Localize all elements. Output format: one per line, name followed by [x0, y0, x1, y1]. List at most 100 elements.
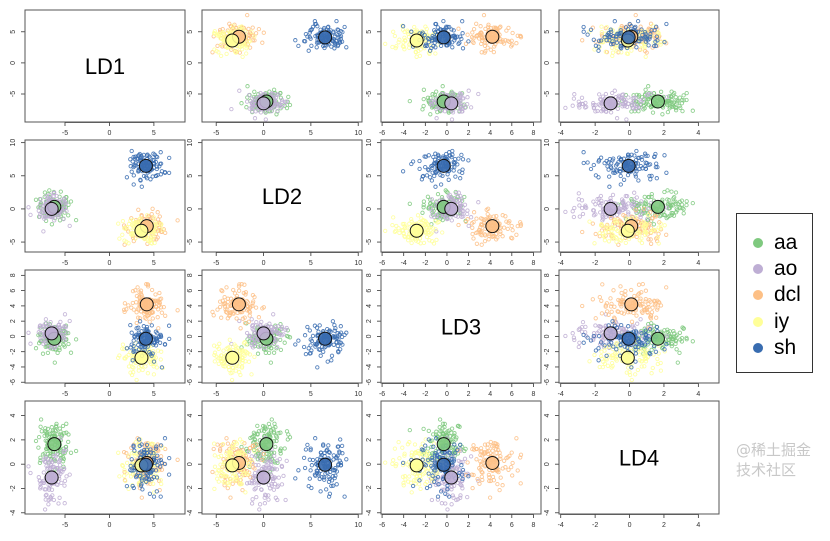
point-ao: [591, 208, 596, 213]
point-iy: [383, 228, 388, 234]
point-dcl: [159, 310, 165, 315]
point-iy: [158, 357, 163, 362]
point-ao: [632, 99, 637, 104]
point-iy: [128, 232, 134, 237]
point-iy: [610, 221, 616, 227]
point-aa: [57, 345, 62, 351]
point-sh: [649, 28, 654, 33]
point-ao: [449, 218, 454, 223]
point-ao: [599, 201, 604, 206]
point-sh: [645, 38, 650, 43]
point-iy: [391, 29, 396, 34]
point-ao: [434, 116, 439, 121]
point-dcl: [487, 233, 492, 238]
point-ao: [579, 205, 585, 211]
point-ao: [247, 106, 252, 111]
point-aa: [73, 217, 79, 223]
point-ao: [638, 317, 643, 322]
point-sh: [606, 160, 611, 165]
mean-marker-sh: [138, 158, 153, 173]
point-sh: [619, 46, 624, 51]
point-sh: [623, 25, 629, 30]
mean-marker-sh: [436, 158, 451, 173]
point-dcl: [244, 298, 249, 304]
point-dcl: [144, 316, 149, 321]
point-aa: [673, 104, 678, 110]
point-ao: [61, 329, 66, 335]
point-iy: [120, 346, 125, 351]
point-sh: [432, 160, 437, 166]
point-sh: [455, 162, 460, 167]
point-dcl: [603, 25, 608, 31]
point-iy: [639, 42, 644, 47]
point-dcl: [217, 299, 223, 304]
point-dcl: [465, 217, 470, 222]
point-sh: [130, 358, 135, 363]
point-dcl: [485, 216, 490, 221]
point-sh: [331, 30, 336, 35]
point-iy: [144, 213, 150, 218]
point-sh: [596, 159, 601, 164]
point-iy: [391, 215, 396, 220]
point-sh: [135, 156, 141, 162]
point-ao: [640, 209, 646, 214]
point-iy: [613, 235, 618, 240]
x-tick-label: -6: [379, 130, 385, 137]
point-dcl: [475, 230, 480, 235]
point-dcl: [155, 235, 160, 240]
point-iy: [619, 50, 624, 55]
point-iy: [623, 240, 628, 246]
mean-marker-sh: [436, 30, 451, 45]
point-aa: [642, 204, 647, 209]
point-sh: [647, 34, 653, 39]
point-dcl: [506, 220, 511, 225]
point-sh: [128, 322, 133, 328]
point-sh: [438, 172, 443, 178]
point-sh: [149, 323, 154, 328]
point-sh: [166, 170, 172, 176]
point-dcl: [484, 40, 489, 45]
point-sh: [460, 19, 465, 24]
point-sh: [426, 37, 431, 42]
point-ao: [61, 197, 66, 202]
point-dcl: [494, 237, 499, 242]
x-tick-label: 0: [107, 260, 111, 267]
point-ao: [246, 334, 252, 339]
point-sh: [293, 38, 298, 43]
x-tick-label: 5: [152, 260, 156, 267]
point-sh: [634, 45, 639, 50]
point-iy: [425, 222, 430, 227]
point-sh: [154, 154, 159, 159]
point-iy: [433, 51, 438, 56]
point-ao: [275, 344, 280, 350]
point-dcl: [469, 221, 475, 226]
point-sh: [643, 153, 648, 158]
x-tick-label: -5: [213, 391, 219, 398]
point-sh: [460, 46, 466, 51]
point-aa: [439, 195, 445, 200]
point-ao: [47, 192, 53, 198]
y-tick-label: -4: [187, 364, 194, 370]
point-iy: [433, 227, 438, 232]
point-iy: [246, 359, 252, 364]
point-aa: [675, 360, 680, 365]
point-aa: [684, 202, 689, 208]
point-iy: [409, 240, 414, 246]
point-aa: [646, 84, 651, 89]
point-aa: [61, 342, 66, 348]
y-tick-label: 0: [544, 334, 551, 338]
point-sh: [653, 39, 658, 44]
point-sh: [296, 338, 301, 343]
point-dcl: [219, 315, 224, 320]
point-aa: [643, 344, 648, 349]
point-ao: [276, 323, 281, 329]
point-iy: [400, 43, 406, 49]
point-dcl: [150, 206, 155, 211]
point-aa: [675, 100, 680, 105]
point-dcl: [155, 217, 161, 222]
point-sh: [607, 184, 612, 189]
point-ao: [37, 205, 42, 210]
point-iy: [228, 371, 233, 376]
point-aa: [646, 217, 651, 223]
